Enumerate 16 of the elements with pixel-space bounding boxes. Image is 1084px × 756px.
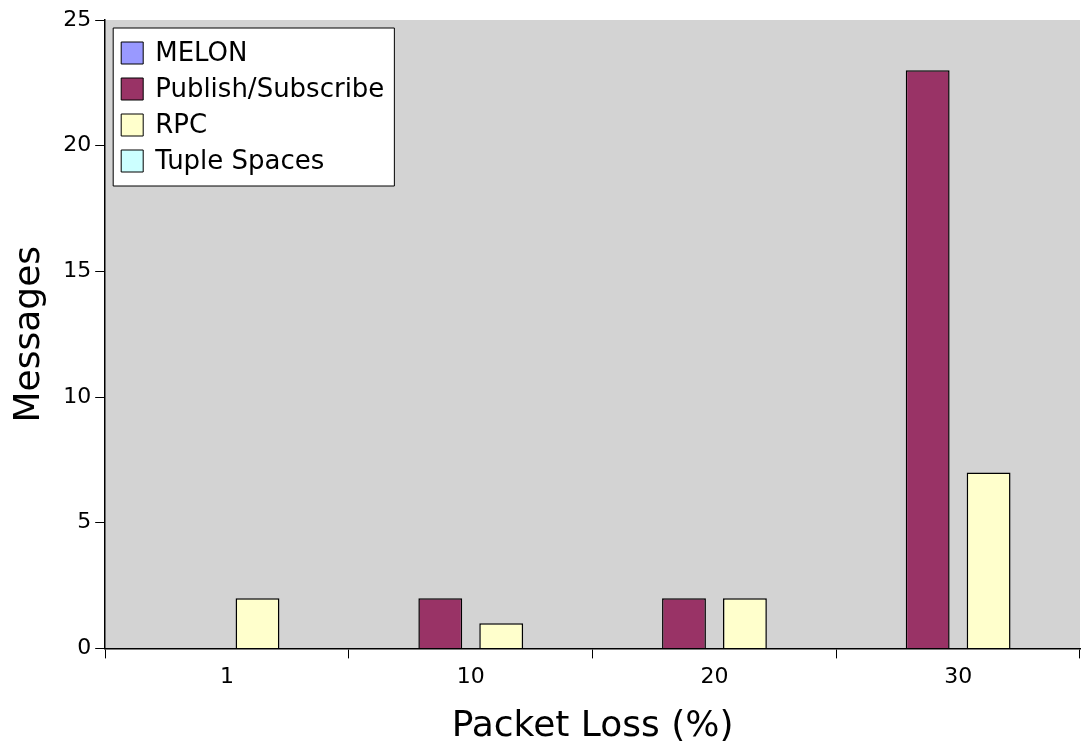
legend-label: Publish/Subscribe [155, 72, 385, 103]
legend-label: Tuple Spaces [154, 144, 325, 175]
y-tick-label: 25 [63, 5, 92, 31]
x-tick-label: 10 [456, 663, 485, 689]
x-tick-label: 1 [220, 663, 235, 689]
y-tick-label: 5 [77, 508, 92, 534]
legend-label: RPC [155, 108, 208, 139]
y-tick-label: 15 [63, 257, 92, 283]
y-axis-title: Messages [5, 245, 47, 423]
legend-label: MELON [155, 36, 248, 67]
x-tick-label: 30 [944, 663, 973, 689]
y-tick-label: 20 [63, 131, 92, 157]
x-axis-title: Packet Loss (%) [451, 702, 734, 744]
x-tick-label: 20 [700, 663, 729, 689]
y-tick-label: 10 [63, 382, 92, 408]
y-tick-label: 0 [77, 634, 92, 660]
